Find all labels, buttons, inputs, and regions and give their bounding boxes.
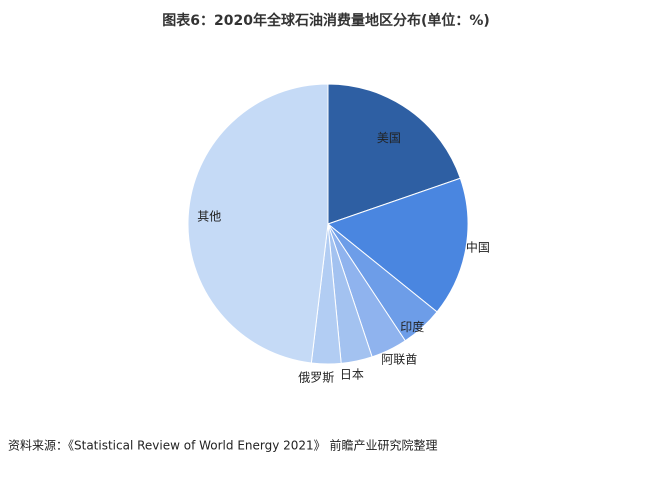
source-note: 资料来源：《Statistical Review of World Energy…: [8, 438, 438, 453]
pie-slice: [326, 177, 469, 313]
chart-title: 图表6：2020年全球石油消费量地区分布(单位：%): [162, 12, 490, 29]
pie-slice: [187, 83, 329, 364]
pie-slice: [327, 83, 461, 225]
slice-label: 日本: [340, 368, 364, 382]
slice-label: 其他: [197, 209, 221, 223]
slice-label: 俄罗斯: [298, 370, 334, 384]
slice-label: 阿联酋: [381, 351, 417, 366]
slice-label: 中国: [466, 240, 490, 255]
slice-label: 印度: [400, 319, 424, 334]
slice-label: 美国: [377, 131, 401, 145]
